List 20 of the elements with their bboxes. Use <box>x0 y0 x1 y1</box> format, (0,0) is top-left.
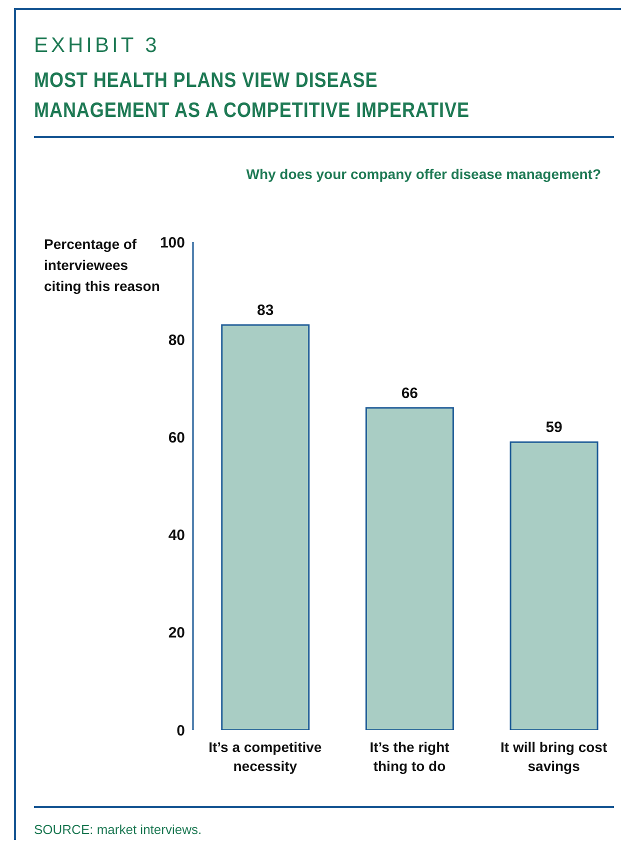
y-axis-title: Percentage of interviewees citing this reason <box>44 236 160 294</box>
source-note: SOURCE: market interviews. <box>34 822 202 837</box>
chart-title: MOST HEALTH PLANS VIEW DISEASE MANAGEMENT AS A COMPETITIVE IMPERATIVE <box>34 68 470 124</box>
data-label: 83 <box>257 302 274 319</box>
y-tick-label: 0 <box>176 722 185 740</box>
data-label: 59 <box>546 419 562 436</box>
y-tick-label: 80 <box>168 332 185 349</box>
bar <box>221 324 310 730</box>
bar <box>365 407 454 730</box>
y-tick-label: 40 <box>168 527 185 544</box>
y-tick-label: 20 <box>168 624 185 642</box>
text: EXHIBIT 3 <box>34 34 160 58</box>
y-tick-label: 60 <box>168 430 185 447</box>
x-tick-label: It’s a competitive necessity <box>208 739 322 774</box>
y-tick-label: 100 <box>160 234 185 252</box>
data-label: 66 <box>401 384 418 402</box>
bar <box>510 441 598 730</box>
chart-subtitle: Why does your company offer disease management? <box>246 166 601 182</box>
x-tick-label: It’s the right thing to do <box>370 739 450 774</box>
x-tick-label: It will bring cost savings <box>500 739 608 774</box>
